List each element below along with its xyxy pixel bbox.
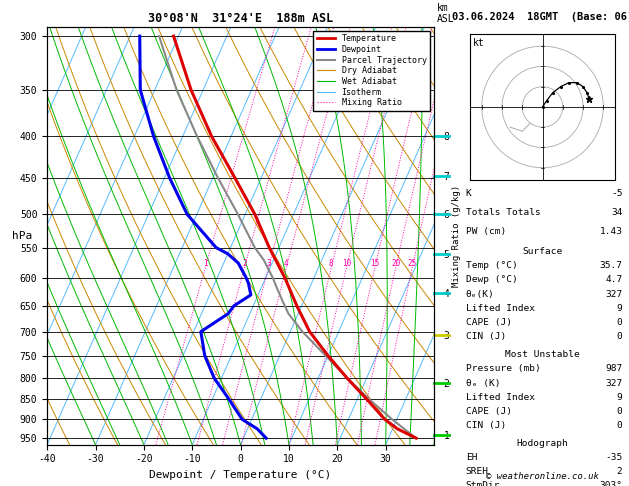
Text: © weatheronline.co.uk: © weatheronline.co.uk <box>486 472 599 481</box>
Text: 35.7: 35.7 <box>599 261 623 270</box>
Text: Temp (°C): Temp (°C) <box>466 261 518 270</box>
Text: 30°08'N  31°24'E  188m ASL: 30°08'N 31°24'E 188m ASL <box>148 12 333 25</box>
Text: 1: 1 <box>203 259 208 268</box>
Text: CIN (J): CIN (J) <box>466 332 506 341</box>
Text: -35: -35 <box>605 453 623 462</box>
X-axis label: Dewpoint / Temperature (°C): Dewpoint / Temperature (°C) <box>150 470 331 480</box>
Text: 34: 34 <box>611 208 623 217</box>
Text: 8: 8 <box>329 259 333 268</box>
Text: 4: 4 <box>284 259 289 268</box>
Text: 15: 15 <box>370 259 379 268</box>
Text: CIN (J): CIN (J) <box>466 421 506 430</box>
Text: 9: 9 <box>617 393 623 402</box>
Text: PW (cm): PW (cm) <box>466 226 506 236</box>
Text: Hodograph: Hodograph <box>516 439 569 448</box>
Text: 10: 10 <box>342 259 351 268</box>
Text: Totals Totals: Totals Totals <box>466 208 540 217</box>
Y-axis label: Mixing Ratio (g/kg): Mixing Ratio (g/kg) <box>452 185 462 287</box>
Text: 3: 3 <box>266 259 271 268</box>
Text: 4.7: 4.7 <box>605 275 623 284</box>
Text: 0: 0 <box>617 421 623 430</box>
Text: 0: 0 <box>617 332 623 341</box>
Text: hPa: hPa <box>12 231 32 241</box>
Text: 20: 20 <box>391 259 400 268</box>
Text: km
ASL: km ASL <box>437 3 455 24</box>
Text: StmDir: StmDir <box>466 482 500 486</box>
Text: CAPE (J): CAPE (J) <box>466 318 512 327</box>
Text: Lifted Index: Lifted Index <box>466 304 535 313</box>
Text: 25: 25 <box>408 259 417 268</box>
Text: Pressure (mb): Pressure (mb) <box>466 364 540 373</box>
Text: 1.43: 1.43 <box>599 226 623 236</box>
Text: 2: 2 <box>617 468 623 476</box>
Text: CAPE (J): CAPE (J) <box>466 407 512 416</box>
Text: 03.06.2024  18GMT  (Base: 06): 03.06.2024 18GMT (Base: 06) <box>452 12 629 22</box>
Text: 2: 2 <box>242 259 247 268</box>
Text: 303°: 303° <box>599 482 623 486</box>
Text: kt: kt <box>472 38 484 49</box>
Legend: Temperature, Dewpoint, Parcel Trajectory, Dry Adiabat, Wet Adiabat, Isotherm, Mi: Temperature, Dewpoint, Parcel Trajectory… <box>313 31 430 110</box>
Text: θₑ(K): θₑ(K) <box>466 290 494 298</box>
Text: -5: -5 <box>611 190 623 198</box>
Text: K: K <box>466 190 472 198</box>
Text: 0: 0 <box>617 318 623 327</box>
Text: EH: EH <box>466 453 477 462</box>
Text: Dewp (°C): Dewp (°C) <box>466 275 518 284</box>
Text: Lifted Index: Lifted Index <box>466 393 535 402</box>
Text: θₑ (K): θₑ (K) <box>466 379 500 388</box>
Text: SREH: SREH <box>466 468 489 476</box>
Text: 9: 9 <box>617 304 623 313</box>
Text: Surface: Surface <box>523 247 562 256</box>
Text: Most Unstable: Most Unstable <box>505 350 580 359</box>
Text: 327: 327 <box>605 379 623 388</box>
Text: 0: 0 <box>617 407 623 416</box>
Text: 327: 327 <box>605 290 623 298</box>
Text: 987: 987 <box>605 364 623 373</box>
